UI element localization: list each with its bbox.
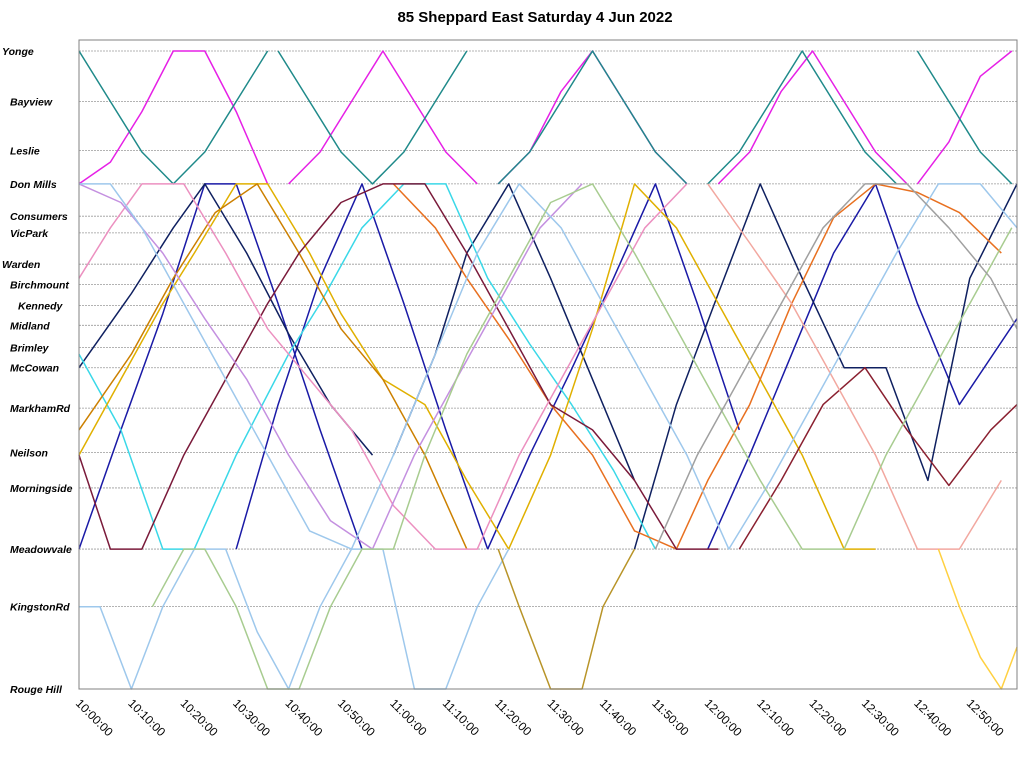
trip-line-22 — [78, 183, 719, 550]
trip-line-14 — [707, 183, 1018, 550]
stop-label: Warden — [2, 259, 40, 271]
x-tick-label: 11:00:00 — [387, 696, 430, 739]
trip-line-23 — [738, 366, 1018, 550]
stop-label: Bayview — [10, 97, 53, 109]
x-tick-label: 12:10:00 — [754, 696, 797, 739]
x-tick-label: 10:50:00 — [335, 696, 378, 739]
stop-label: Kennedy — [18, 301, 64, 313]
trip-line-24 — [78, 183, 688, 550]
stop-labels: Yonge Bayview Leslie Don Mills Consumers VicP… — [2, 46, 73, 696]
trip-line-2 — [288, 50, 478, 185]
stop-label: KingstonRd — [10, 602, 70, 614]
stop-label: McCowan — [10, 363, 59, 375]
stop-label: Brimley — [10, 343, 50, 355]
trip-line-3 — [497, 50, 688, 185]
stop-label: Morningside — [10, 483, 73, 495]
trip-line-17 — [633, 183, 1018, 550]
trip-line-32 — [654, 183, 1018, 550]
trip-line-15 — [78, 183, 374, 456]
x-tick-label: 12:20:00 — [807, 696, 850, 739]
x-tick-label: 10:00:00 — [73, 696, 116, 739]
trip-line-29 — [151, 183, 1013, 690]
x-tick-label: 10:10:00 — [125, 696, 168, 739]
trip-line-11 — [78, 183, 363, 550]
stop-label: Neilson — [10, 448, 48, 460]
trip-line-28 — [79, 548, 510, 690]
x-tick-label: 12:50:00 — [964, 696, 1007, 739]
stop-label: MarkhamRd — [10, 403, 71, 415]
x-tick-label: 11:10:00 — [440, 696, 483, 739]
x-tick-label: 10:40:00 — [282, 696, 325, 739]
trip-line-10 — [916, 50, 1013, 185]
trip-lines — [78, 50, 1018, 690]
trip-line-4 — [717, 50, 908, 185]
stop-label: Midland — [10, 320, 50, 332]
trip-line-20 — [78, 183, 468, 550]
trip-line-26 — [78, 183, 583, 550]
trip-line-30 — [497, 548, 636, 690]
trip-line-27 — [79, 183, 1018, 550]
trip-line-12 — [235, 183, 489, 550]
stop-label: Meadowvale — [10, 544, 72, 556]
x-tick-label: 10:30:00 — [230, 696, 273, 739]
x-tick-label: 11:40:00 — [597, 696, 640, 739]
trip-line-19 — [78, 183, 876, 550]
stop-label: Consumers — [10, 211, 68, 223]
chart-title: 85 Sheppard East Saturday 4 Jun 2022 — [397, 9, 672, 26]
stop-label: Rouge Hill — [10, 684, 63, 696]
trip-line-13 — [487, 183, 741, 550]
x-tick-label: 11:20:00 — [492, 696, 535, 739]
plot-frame — [78, 39, 1018, 690]
x-tick-label: 10:20:00 — [178, 696, 221, 739]
stop-label: VicPark — [10, 228, 49, 240]
stop-label: Birchmount — [10, 279, 69, 291]
trip-line-8 — [497, 50, 688, 185]
stop-label: Don Mills — [10, 179, 57, 191]
trip-line-31 — [937, 548, 1018, 690]
trip-line-5 — [916, 50, 1013, 185]
trip-line-21 — [392, 183, 1002, 550]
stop-label: Yonge — [2, 46, 34, 58]
x-tick-label: 12:00:00 — [702, 696, 745, 739]
x-tick-label: 12:40:00 — [911, 696, 954, 739]
time-axis: 10:00:00 10:10:00 10:20:00 10:30:00 10:40:00… — [73, 696, 1007, 739]
stop-label: Leslie — [10, 146, 40, 158]
x-tick-label: 11:50:00 — [649, 696, 692, 739]
x-tick-label: 12:30:00 — [859, 696, 902, 739]
trip-line-9 — [707, 50, 898, 185]
trip-line-1 — [78, 50, 269, 185]
trip-line-7 — [277, 50, 468, 185]
trip-line-25 — [707, 183, 1002, 550]
x-tick-label: 11:30:00 — [544, 696, 587, 739]
